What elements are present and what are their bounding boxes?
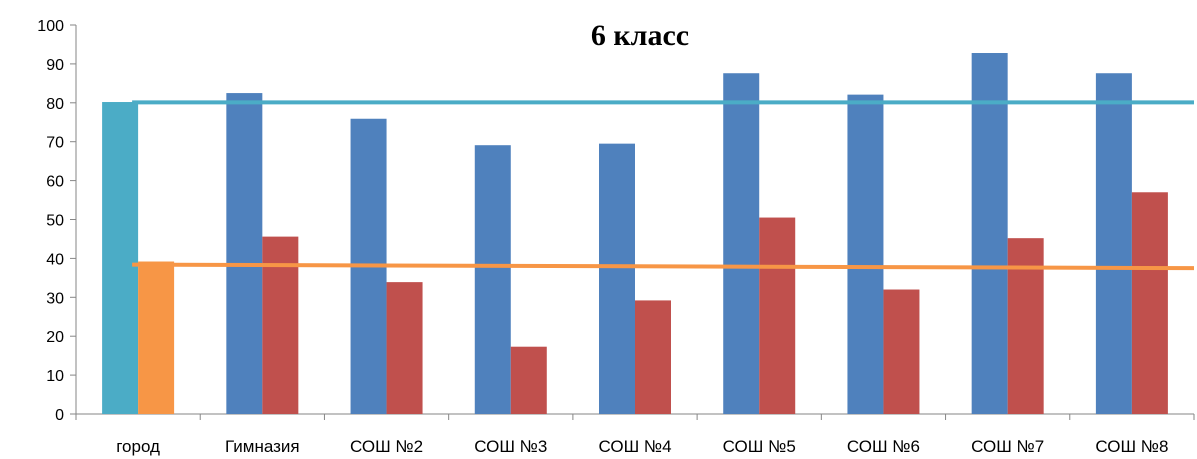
y-tick-label: 80 [46, 96, 64, 113]
bar-series-1 [847, 94, 884, 415]
x-tick-label: СОШ №6 [847, 437, 920, 456]
bar-series-1 [226, 93, 263, 414]
bar-series-2 [1131, 192, 1168, 414]
bar-series-2 [510, 346, 547, 414]
chart-title: 6 класс [591, 19, 689, 52]
bar-series-2 [635, 300, 671, 414]
x-tick-label: СОШ №5 [723, 437, 796, 456]
y-tick-label: 70 [46, 135, 64, 152]
reference-line-2 [132, 262, 1195, 271]
bar-series-2 [759, 217, 796, 414]
bar-series-2 [386, 282, 423, 414]
bar-series-2 [883, 289, 920, 414]
x-tick-label: СОШ №3 [474, 437, 547, 456]
reference-lines [132, 100, 1195, 271]
y-tick-label: 50 [46, 213, 64, 230]
x-tick-label: СОШ №2 [350, 437, 423, 456]
bar-series-1 [474, 145, 511, 415]
y-tick-label: 60 [46, 174, 64, 191]
bar-series-1 [971, 53, 1008, 415]
x-tick-label: СОШ №8 [1095, 437, 1168, 456]
y-tick-label: 100 [37, 18, 64, 35]
bar-series-2 [1007, 238, 1044, 414]
bar-series-1 [1095, 73, 1132, 415]
x-tick-label: город [116, 437, 160, 456]
x-tick-label: СОШ №4 [598, 437, 671, 456]
labels: 0 10 20 30 40 50 60 70 80 90 100 город Гимназия СОШ №… [37, 18, 1168, 456]
y-tick-label: 40 [46, 251, 64, 268]
bar-series-2 [138, 261, 175, 414]
bars [102, 53, 1168, 415]
y-tick-label: 90 [46, 57, 64, 74]
y-tick-label: 0 [55, 407, 64, 424]
x-tick-label: Гимназия [225, 437, 300, 456]
bar-series-1 [599, 143, 635, 414]
y-tick-label: 10 [46, 368, 64, 385]
bar-series-1 [723, 73, 760, 415]
y-tick-label: 30 [46, 290, 64, 307]
bar-series-1 [102, 102, 139, 414]
y-tick-label: 20 [46, 329, 64, 346]
x-tick-label: СОШ №7 [971, 437, 1044, 456]
